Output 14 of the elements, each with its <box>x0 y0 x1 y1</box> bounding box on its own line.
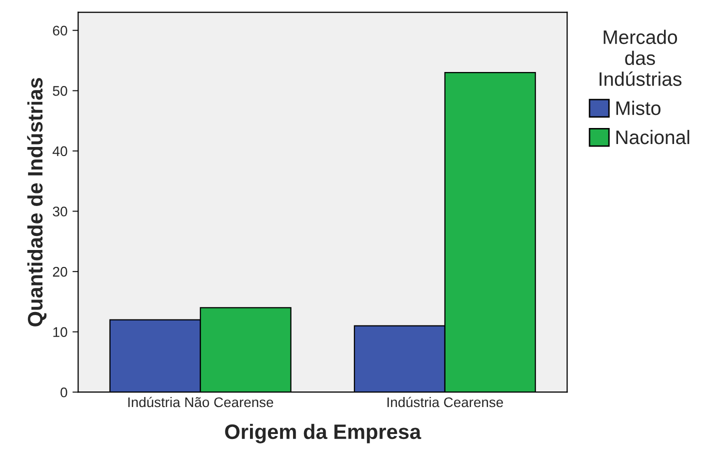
legend-title: Mercado das Indústrias <box>600 30 682 86</box>
y-tick-label: 50 <box>52 86 68 96</box>
y-tick-label: 60 <box>52 26 68 36</box>
y-tick-label: 10 <box>53 327 68 337</box>
y-tick-label: 30 <box>52 206 68 216</box>
legend-label: Misto <box>616 100 660 116</box>
legend-label: Nacional <box>616 130 690 144</box>
x-tick-label: Indústria Não Cearense <box>128 396 274 408</box>
y-tick-label: 20 <box>52 266 68 277</box>
y-tick-label: 40 <box>52 146 68 156</box>
x-tick-label: Indústria Cearense <box>388 396 503 408</box>
x-axis-title: Origem da Empresa <box>225 424 422 444</box>
y-axis-title: Quantidade de Indústrias <box>27 78 47 326</box>
y-tick-label: 0 <box>60 387 68 398</box>
